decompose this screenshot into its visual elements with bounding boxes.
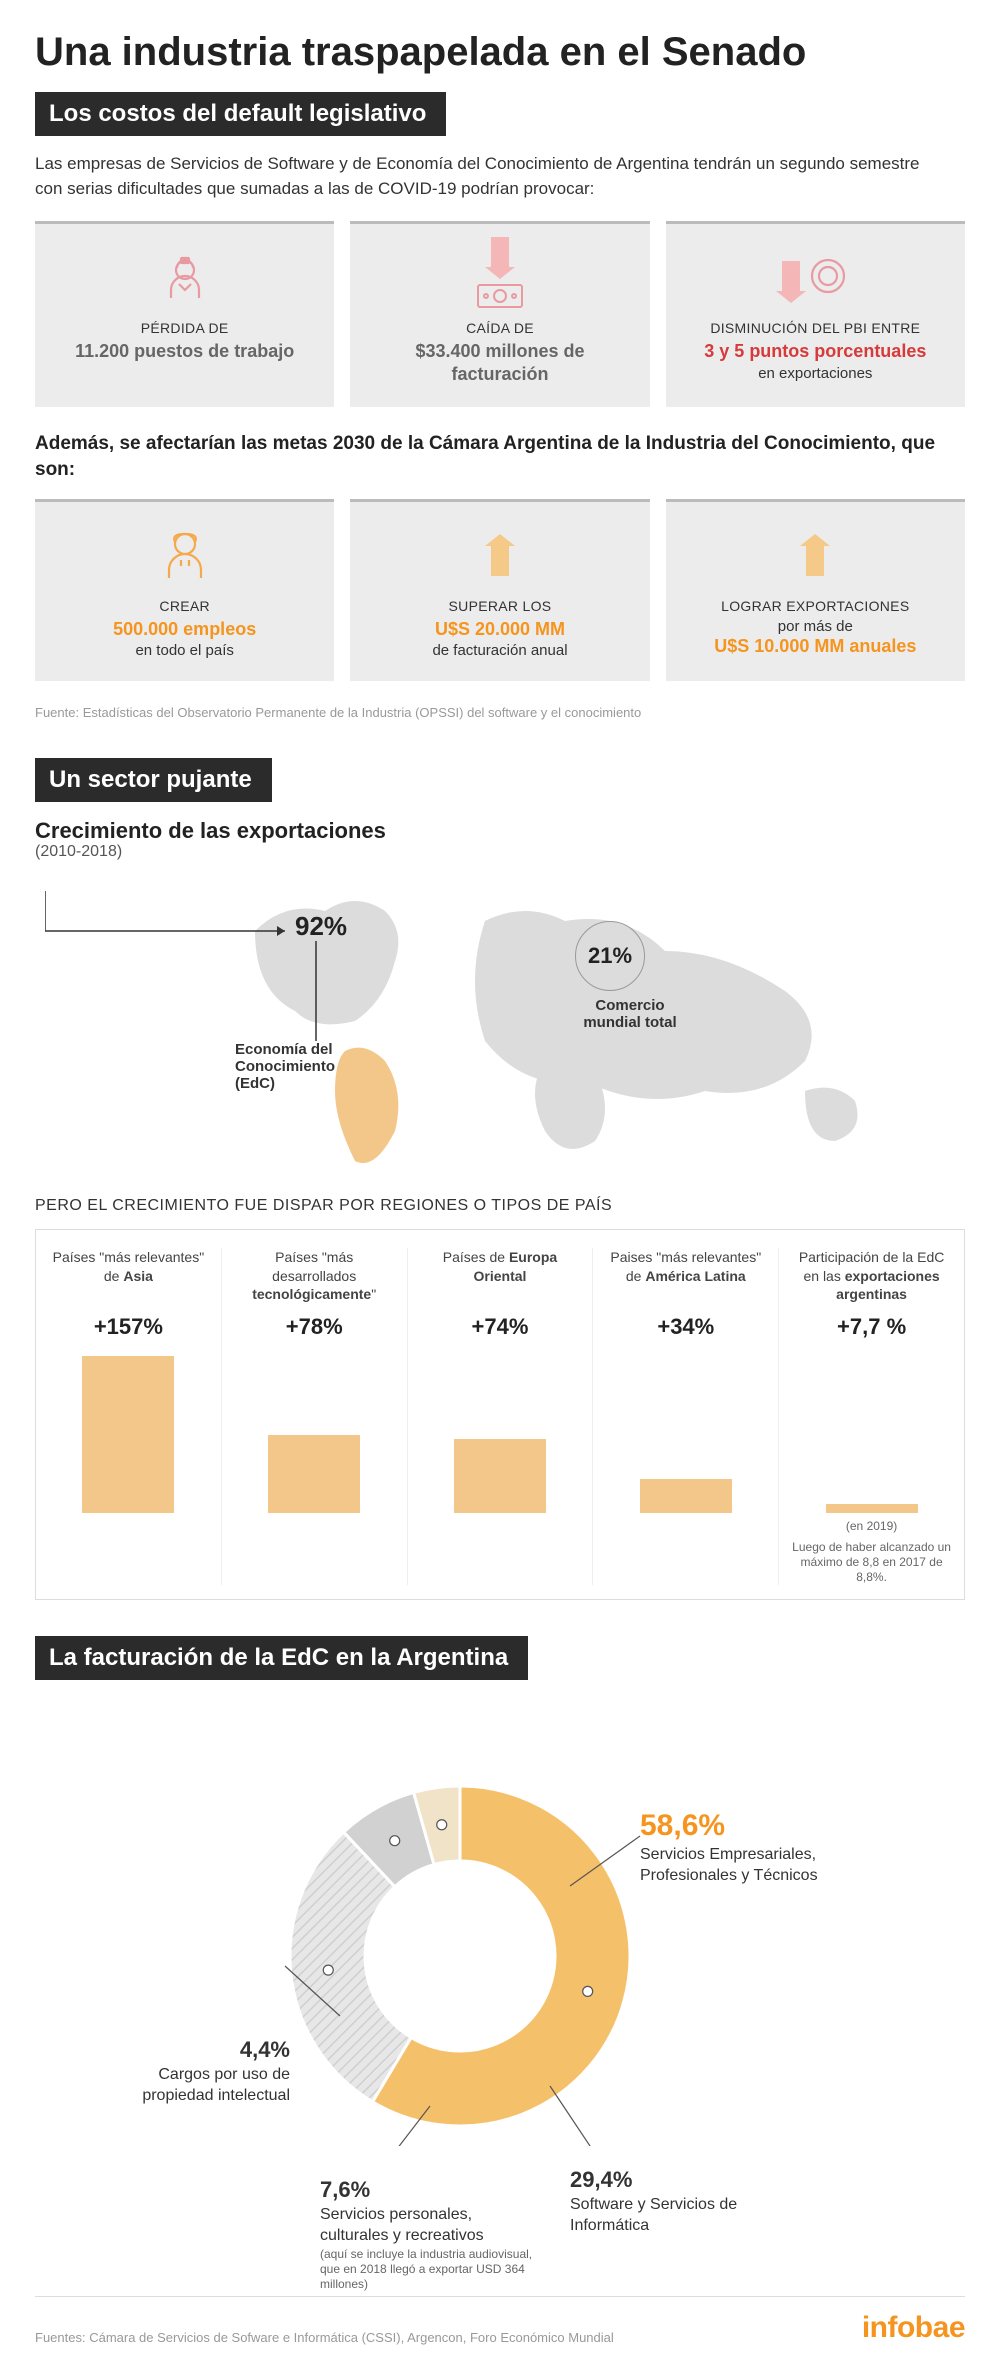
card-label: CREAR — [51, 598, 318, 614]
card-value: U$S 20.000 MM — [366, 618, 633, 641]
map-years: (2010-2018) — [35, 843, 965, 861]
bar-pct: +34% — [603, 1314, 768, 1340]
growth-bar-chart: Países "más relevantes" de Asia+157%País… — [35, 1229, 965, 1600]
up-arrow-icon — [470, 524, 530, 584]
card-value: U$S 10.000 MM anuales — [682, 635, 949, 658]
map-title: Crecimiento de las exportaciones — [35, 818, 965, 843]
positive-cards: CREAR 500.000 empleos en todo el país SU… — [35, 499, 965, 682]
card-suffix: de facturación anual — [366, 642, 633, 659]
callout-arrow-icon — [45, 883, 305, 943]
up-arrow-icon — [785, 524, 845, 584]
card-jobs-create: CREAR 500.000 empleos en todo el país — [35, 499, 334, 682]
bar-title: PERO EL CRECIMIENTO FUE DISPAR POR REGIO… — [35, 1197, 965, 1215]
card-value: 11.200 puestos de trabajo — [51, 340, 318, 363]
worker-icon — [155, 246, 215, 306]
bar-rect — [454, 1439, 546, 1513]
bar-label: Países de Europa Oriental — [418, 1248, 583, 1306]
slice0-label: Servicios Empresariales, Profesionales y… — [640, 1845, 860, 1887]
slice2-pct: 7,6% — [320, 2176, 540, 2205]
footer: Fuentes: Cámara de Servicios de Sofware … — [35, 2296, 965, 2345]
card-label: LOGRAR EXPORTACIONES — [682, 598, 949, 614]
card-billing-drop: CAÍDA DE $33.400 millones de facturación — [350, 221, 649, 407]
bar-pct: +74% — [418, 1314, 583, 1340]
bar-rect — [826, 1504, 918, 1513]
section1-header: Los costos del default legislativo — [35, 92, 446, 136]
section1-intro: Las empresas de Servicios de Software y … — [35, 152, 935, 201]
bar-label: Paises "más relevantes" de América Latin… — [603, 1248, 768, 1306]
bar-note-year: (en 2019) — [789, 1519, 954, 1534]
card-exports-goal: LOGRAR EXPORTACIONES por más de U$S 10.0… — [666, 499, 965, 682]
bar-label: Participación de la EdC en las exportaci… — [789, 1248, 954, 1306]
bar-pct: +7,7 % — [789, 1314, 954, 1340]
card-suffix: en todo el país — [51, 642, 318, 659]
coin-down-icon — [785, 246, 845, 306]
donut-chart: 58,6% Servicios Empresariales, Profesion… — [50, 1706, 950, 2266]
section1-source: Fuente: Estadísticas del Observatorio Pe… — [35, 705, 965, 720]
card-value: 3 y 5 puntos porcentuales — [682, 340, 949, 363]
slice3-pct: 4,4% — [90, 2036, 290, 2065]
card-billing-goal: SUPERAR LOS U$S 20.000 MM de facturación… — [350, 499, 649, 682]
slice1-pct: 29,4% — [570, 2166, 770, 2195]
bar-cell: Países de Europa Oriental +74% — [408, 1248, 594, 1585]
bar-cell: Países "más relevantes" de Asia +157% — [36, 1248, 222, 1585]
card-value: 500.000 empleos — [51, 618, 318, 641]
card-value: $33.400 millones de facturación — [366, 340, 633, 385]
person-icon — [155, 524, 215, 584]
bar-cell: Países "más desarrollados tecnológicamen… — [222, 1248, 408, 1585]
card-label: SUPERAR LOS — [366, 598, 633, 614]
map-block: Crecimiento de las exportaciones (2010-2… — [35, 818, 965, 1171]
card-mid: por más de — [682, 618, 949, 635]
card-label: PÉRDIDA DE — [51, 320, 318, 336]
page-title: Una industria traspapelada en el Senado — [35, 30, 965, 74]
callout-line-icon — [315, 941, 317, 1041]
bar-note: Luego de haber alcanzado un máximo de 8,… — [789, 1540, 954, 1585]
card-jobs-lost: PÉRDIDA DE 11.200 puestos de trabajo — [35, 221, 334, 407]
section1-sub2: Además, se afectarían las metas 2030 de … — [35, 431, 965, 482]
bar-label: Países "más desarrollados tecnológicamen… — [232, 1248, 397, 1306]
slice3-label: Cargos por uso de propiedad intelectual — [90, 2065, 290, 2107]
infobae-logo: infobae — [862, 2311, 965, 2345]
slice2-sub: (aquí se incluye la industria audiovisua… — [320, 2247, 540, 2292]
negative-cards: PÉRDIDA DE 11.200 puestos de trabajo CAÍ… — [35, 221, 965, 407]
bar-rect — [268, 1435, 360, 1513]
world-label: Comercio mundial total — [575, 997, 685, 1031]
bar-rect — [82, 1356, 174, 1513]
slice0-pct: 58,6% — [640, 1806, 860, 1845]
money-down-icon — [470, 246, 530, 306]
bar-rect — [640, 1479, 732, 1513]
section3-header: La facturación de la EdC en la Argentina — [35, 1636, 528, 1680]
slice1-label: Software y Servicios de Informática — [570, 2195, 770, 2237]
bar-pct: +78% — [232, 1314, 397, 1340]
edc-pct: 92% — [295, 911, 347, 941]
edc-label: Economía del Conocimiento (EdC) — [235, 1041, 375, 1092]
slice2-label: Servicios personales, culturales y recre… — [320, 2205, 540, 2247]
world-pct: 21% — [588, 943, 632, 969]
footer-source: Fuentes: Cámara de Servicios de Sofware … — [35, 2330, 862, 2345]
bar-cell: Participación de la EdC en las exportaci… — [779, 1248, 964, 1585]
card-gdp-drop: DISMINUCIÓN DEL PBI ENTRE 3 y 5 puntos p… — [666, 221, 965, 407]
section2-header: Un sector pujante — [35, 758, 272, 802]
bar-pct: +157% — [46, 1314, 211, 1340]
card-suffix: en exportaciones — [682, 365, 949, 382]
bar-cell: Paises "más relevantes" de América Latin… — [593, 1248, 779, 1585]
card-label: DISMINUCIÓN DEL PBI ENTRE — [682, 320, 949, 336]
bar-label: Países "más relevantes" de Asia — [46, 1248, 211, 1306]
card-label: CAÍDA DE — [366, 320, 633, 336]
